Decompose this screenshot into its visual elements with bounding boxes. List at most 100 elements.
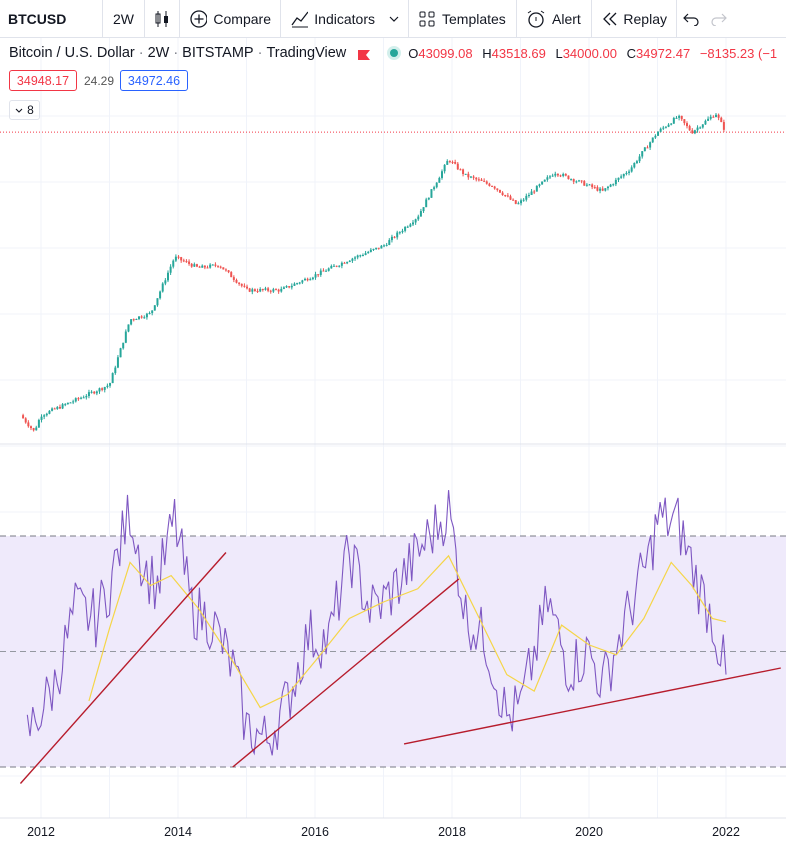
candle-body: [285, 286, 288, 288]
compare-button[interactable]: Compare: [180, 0, 281, 37]
candle-body: [406, 226, 409, 228]
symbol-title: Bitcoin / U.S. Dollar: [9, 45, 135, 61]
candle-body: [87, 392, 90, 397]
alert-button[interactable]: Alert: [517, 0, 592, 37]
undo-button[interactable]: [677, 0, 705, 37]
symbol-search[interactable]: BTCUSD: [0, 0, 103, 37]
candle-body: [385, 244, 388, 246]
candle-body: [475, 177, 478, 180]
alert-label: Alert: [552, 10, 581, 27]
time-axis-label: 2018: [438, 825, 466, 839]
flag-icon[interactable]: [358, 48, 371, 60]
candle-body: [440, 171, 443, 178]
candle-body: [277, 289, 280, 292]
candle-body: [66, 402, 69, 405]
candle-body: [472, 176, 475, 178]
candle-body: [580, 180, 583, 182]
legend-separator: ·: [173, 45, 179, 61]
candle-body: [72, 401, 75, 403]
series-legend[interactable]: Bitcoin / U.S. Dollar · 2W · BITSTAMP · …: [9, 45, 783, 61]
candle-body: [325, 270, 328, 272]
candle-body: [688, 126, 691, 131]
chart-grid: [0, 38, 786, 818]
candle-body: [37, 419, 40, 428]
candle-body: [372, 248, 375, 250]
compare-label: Compare: [213, 10, 271, 27]
candle-body: [351, 258, 354, 261]
candle-body: [493, 186, 496, 189]
candle-body: [638, 156, 641, 162]
candle-body: [617, 177, 620, 180]
candle-body: [549, 176, 552, 178]
low-label: L: [555, 45, 563, 61]
indicators-button[interactable]: Indicators: [281, 0, 409, 37]
chart-type-button[interactable]: [145, 0, 180, 37]
candle-body: [82, 397, 85, 399]
plus-circle-icon: [190, 9, 208, 28]
candle-body: [609, 184, 612, 187]
interval-button[interactable]: 2W: [103, 0, 145, 37]
candle-body: [551, 175, 554, 177]
candle-body: [135, 319, 138, 321]
candle-body: [438, 177, 441, 183]
candle-body: [259, 289, 262, 292]
candle-body: [412, 222, 415, 225]
candle-body: [693, 130, 696, 134]
candle-body: [659, 128, 662, 132]
candle-body: [264, 288, 267, 290]
indicators-count: 8: [27, 103, 34, 117]
candle-body: [699, 127, 702, 129]
candle-body: [32, 428, 35, 431]
candle-body: [356, 255, 359, 258]
candle-body: [193, 264, 196, 267]
candle-body: [348, 260, 351, 262]
time-axis-label: 2020: [575, 825, 603, 839]
candle-body: [425, 199, 428, 208]
candle-body: [654, 135, 657, 138]
candle-body: [335, 265, 338, 267]
sell-price-button[interactable]: 34948.17: [9, 70, 77, 91]
candle-body: [419, 211, 422, 217]
candle-body: [451, 161, 454, 163]
candle-body: [396, 232, 399, 238]
candle-body: [217, 265, 220, 267]
candle-body: [314, 274, 317, 278]
candle-body: [377, 247, 380, 249]
ohlc-values: O43099.08 H43518.69 L34000.00 C34972.47 …: [408, 46, 783, 61]
candle-body: [390, 236, 393, 241]
candle-body: [235, 279, 238, 283]
candle-body: [593, 187, 596, 189]
buy-price-button[interactable]: 34972.46: [120, 70, 188, 91]
candle-body: [64, 404, 67, 406]
candle-body: [275, 289, 278, 291]
candle-body: [116, 357, 119, 368]
redo-button[interactable]: [705, 0, 733, 37]
trendlines[interactable]: [19, 552, 781, 784]
candle-body: [322, 270, 325, 272]
spread-value: 24.29: [83, 73, 115, 88]
candle-body: [48, 410, 51, 414]
candle-body: [649, 142, 652, 148]
candle-body: [643, 147, 646, 152]
candle-body: [243, 285, 246, 287]
candle-body: [101, 388, 104, 390]
candle-body: [401, 230, 404, 233]
candle-body: [256, 290, 259, 292]
time-axis[interactable]: 2012 2014 2016 2018 2020 2022: [27, 825, 740, 839]
indicators-collapse-button[interactable]: 8: [9, 100, 40, 120]
candle-body: [293, 283, 296, 286]
candle-body: [61, 404, 64, 409]
templates-button[interactable]: Templates: [409, 0, 517, 37]
candle-body: [459, 169, 462, 171]
replay-button[interactable]: Replay: [592, 0, 677, 37]
candle-body: [546, 177, 549, 180]
legend-separator: ·: [138, 45, 144, 61]
candle-body: [180, 257, 183, 261]
candle-body: [577, 180, 580, 182]
candle-body: [520, 200, 523, 204]
candle-body: [288, 286, 291, 288]
candle-body: [109, 383, 112, 386]
candle-body: [56, 406, 59, 409]
candle-body: [504, 195, 507, 197]
